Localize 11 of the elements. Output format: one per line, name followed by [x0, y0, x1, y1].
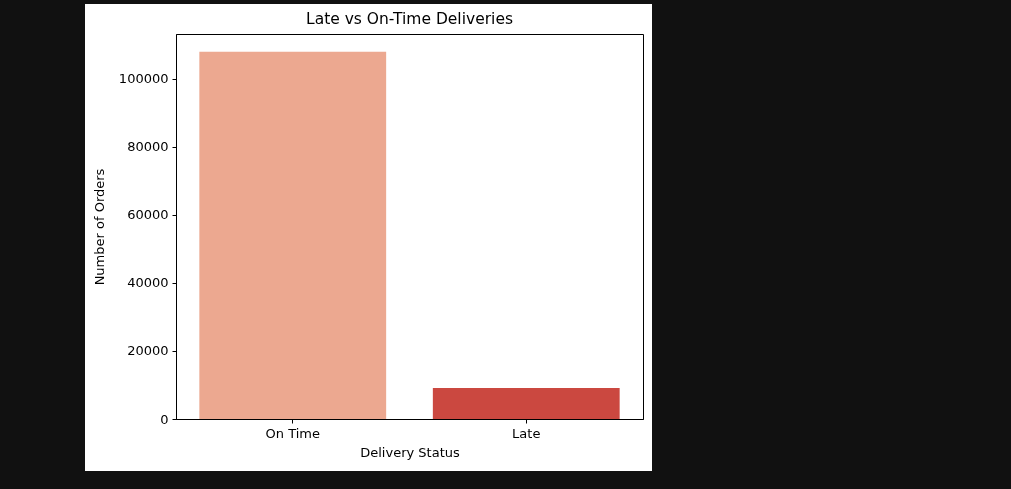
y-tick-label: 40000: [127, 275, 169, 291]
y-tick-label: 80000: [127, 139, 169, 155]
y-tick-label: 0: [160, 411, 169, 427]
x-axis-title: Delivery Status: [360, 444, 460, 460]
x-tick-label: Late: [512, 425, 541, 441]
y-tick-label: 60000: [127, 207, 169, 223]
y-axis-title: Number of Orders: [91, 168, 107, 286]
y-tick-label: 20000: [127, 343, 169, 359]
chart-title: Late vs On-Time Deliveries: [306, 9, 513, 28]
y-tick-label: 100000: [118, 71, 169, 87]
x-tick-label: On Time: [265, 425, 320, 441]
